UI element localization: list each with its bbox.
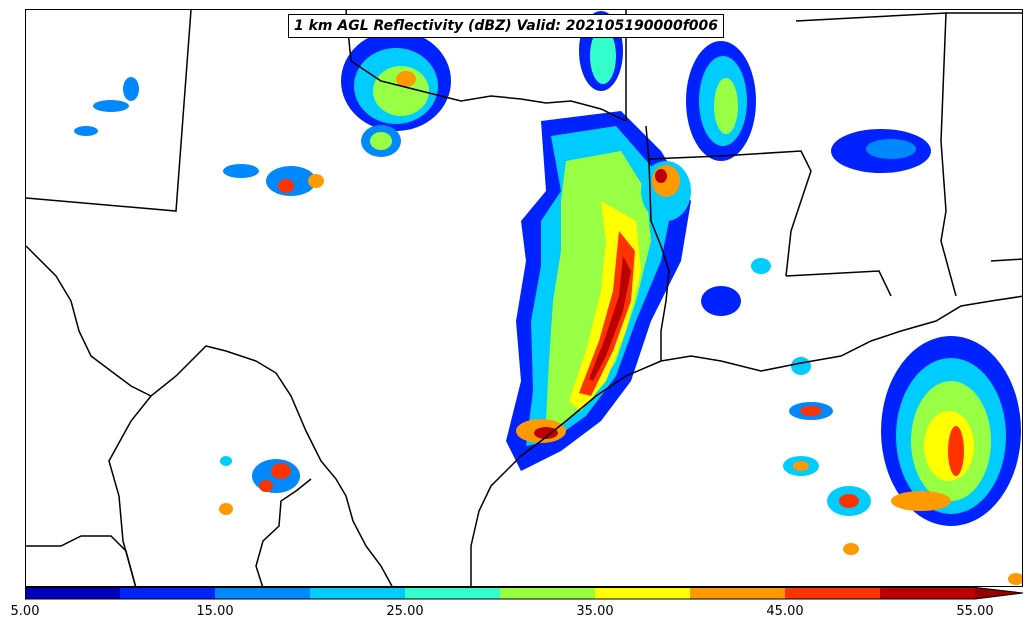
echo-east-cells xyxy=(701,129,1022,585)
colorbar-tick-15: 15.00 xyxy=(196,604,234,619)
colorbar-tick-55: 55.00 xyxy=(956,604,994,619)
colorbar-segment xyxy=(25,587,120,599)
colorbar-tick-25: 25.00 xyxy=(386,604,424,619)
reflectivity-colorbar xyxy=(25,587,1024,600)
echo-north-cluster xyxy=(341,11,756,161)
colorbar-segment xyxy=(595,587,690,599)
echo-gulf-cluster xyxy=(881,336,1021,526)
reflectivity-map xyxy=(25,9,1023,587)
colorbar-tick-45: 45.00 xyxy=(766,604,804,619)
colorbar-extend-arrow xyxy=(975,587,1023,599)
echo-squall-line xyxy=(506,111,691,471)
map-title: 1 km AGL Reflectivity (dBZ) Valid: 20210… xyxy=(288,14,725,38)
colorbar-segment xyxy=(785,587,880,599)
colorbar-tick-5: 5.00 xyxy=(10,604,40,619)
colorbar-segment xyxy=(690,587,785,599)
map-canvas xyxy=(26,10,1022,586)
colorbar-segment xyxy=(405,587,500,599)
colorbar-segment xyxy=(120,587,215,599)
map-borders xyxy=(26,10,1022,586)
colorbar-segment xyxy=(215,587,310,599)
colorbar-segment xyxy=(310,587,405,599)
echo-west-cells xyxy=(74,77,324,515)
colorbar-segment xyxy=(880,587,975,599)
colorbar-tick-35: 35.00 xyxy=(576,604,614,619)
colorbar-outline xyxy=(25,587,1024,600)
reflectivity-echoes xyxy=(74,11,1022,585)
colorbar-segment xyxy=(500,587,595,599)
